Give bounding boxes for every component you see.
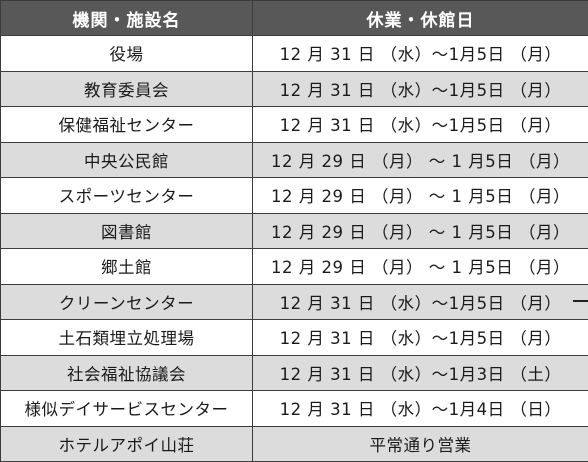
table-row: 土石類埋立処理場 12 月 31 日 （水）～1月5日 （月） [0, 319, 588, 356]
margin-tick-mark [573, 300, 588, 302]
table-header-row: 機関・施設名 休業・休館日 [0, 0, 588, 36]
table-row: 役場 12 月 31 日 （水）～1月5日 （月） [0, 35, 588, 72]
facility-name: 役場 [0, 35, 253, 72]
facility-name: 郷土館 [0, 248, 253, 285]
facility-name: 図書館 [0, 212, 253, 249]
closure-dates: 12 月 29 日 （月） ～ 1 月5日 （月） [252, 248, 588, 285]
facility-name: 保健福祉センター [0, 106, 253, 143]
facility-name: 土石類埋立処理場 [0, 319, 253, 356]
table-row: 中央公民館 12 月 29 日 （月） ～ 1 月5日 （月） [0, 141, 588, 178]
table-row: ホテルアポイ山荘 平常通り営業 [0, 425, 588, 462]
closure-dates: 12 月 31 日 （水）～1月5日 （月） [252, 35, 588, 72]
closure-dates: 12 月 31 日 （水）～1月5日 （月） [252, 319, 588, 356]
facility-name: 社会福祉協議会 [0, 354, 253, 391]
closure-dates: 12 月 29 日 （月） ～ 1 月5日 （月） [252, 141, 588, 178]
closure-dates: 12 月 31 日 （水）～1月5日 （月） [252, 283, 588, 320]
closure-dates: 12 月 29 日 （月） ～ 1 月5日 （月） [252, 177, 588, 214]
facility-name: スポーツセンター [0, 177, 253, 214]
facility-name: クリーンセンター [0, 283, 253, 320]
table-row: 保健福祉センター 12 月 31 日 （水）～1月5日 （月） [0, 106, 588, 143]
closure-dates: 12 月 29 日 （月） ～ 1 月5日 （月） [252, 212, 588, 249]
facility-name: 様似デイサービスセンター [0, 390, 253, 427]
facility-name: ホテルアポイ山荘 [0, 425, 253, 462]
closure-dates: 12 月 31 日 （水）～1月4日 （日） [252, 390, 588, 427]
facility-name: 教育委員会 [0, 70, 253, 107]
header-dates: 休業・休館日 [252, 0, 588, 36]
table-row: クリーンセンター 12 月 31 日 （水）～1月5日 （月） [0, 283, 588, 320]
closure-dates: 12 月 31 日 （水）～1月5日 （月） [252, 70, 588, 107]
closure-dates: 平常通り営業 [252, 425, 588, 462]
table-row: 郷土館 12 月 29 日 （月） ～ 1 月5日 （月） [0, 248, 588, 285]
facility-name: 中央公民館 [0, 141, 253, 178]
table-row: 様似デイサービスセンター 12 月 31 日 （水）～1月4日 （日） [0, 390, 588, 427]
table-row: スポーツセンター 12 月 29 日 （月） ～ 1 月5日 （月） [0, 177, 588, 214]
table-row: 教育委員会 12 月 31 日 （水）～1月5日 （月） [0, 70, 588, 107]
header-facility: 機関・施設名 [0, 0, 253, 36]
table-row: 社会福祉協議会 12 月 31 日 （水）～1月3日 （土） [0, 354, 588, 391]
closure-dates: 12 月 31 日 （水）～1月5日 （月） [252, 106, 588, 143]
table-row: 図書館 12 月 29 日 （月） ～ 1 月5日 （月） [0, 212, 588, 249]
closure-dates: 12 月 31 日 （水）～1月3日 （土） [252, 354, 588, 391]
